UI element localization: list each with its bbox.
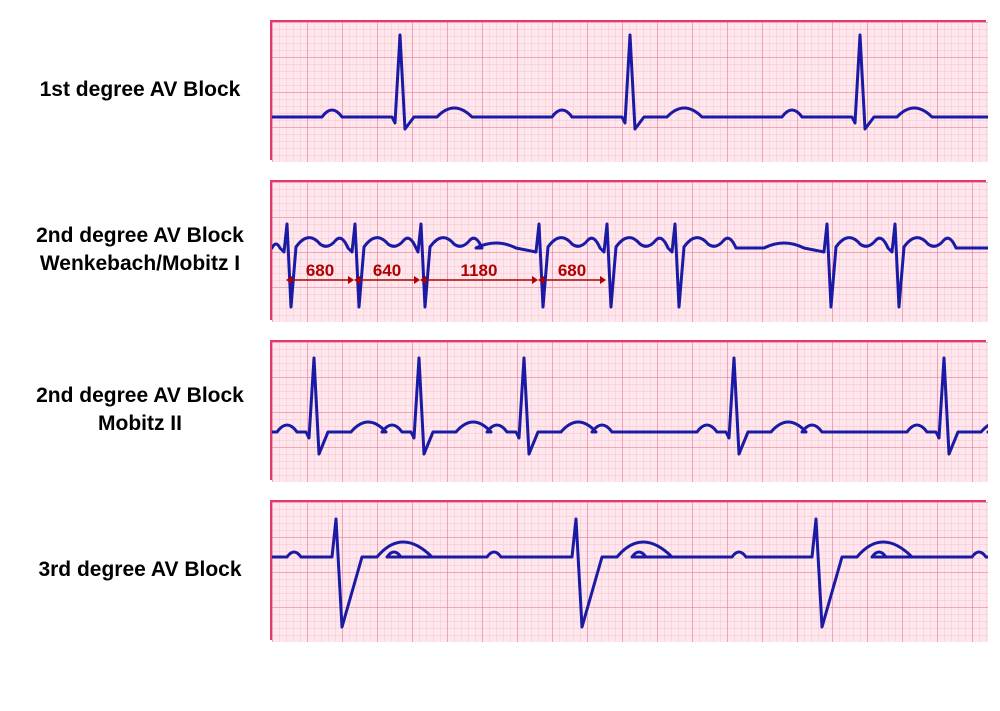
- interval-marker: 680: [538, 261, 606, 284]
- ecg-strip-first-degree: [270, 20, 986, 160]
- interval-marker: 680: [286, 261, 354, 284]
- label-first-degree: 1st degree AV Block: [10, 76, 270, 104]
- ecg-trace: [272, 35, 988, 129]
- row-first-degree: 1st degree AV Block: [10, 20, 990, 160]
- ecg-strip-wenkebach: 680 640 1180 680: [270, 180, 986, 320]
- label-wenkebach: 2nd degree AV BlockWenkebach/Mobitz I: [10, 222, 270, 279]
- ecg-strip-third-degree: [270, 500, 986, 640]
- row-mobitz2: 2nd degree AV BlockMobitz II: [10, 340, 990, 480]
- trace-svg: [272, 342, 988, 482]
- svg-text:680: 680: [558, 261, 586, 280]
- ecg-trace: [272, 519, 988, 627]
- trace-svg: [272, 502, 988, 642]
- row-third-degree: 3rd degree AV Block: [10, 500, 990, 640]
- interval-marker: 1180: [420, 261, 538, 284]
- svg-text:680: 680: [306, 261, 334, 280]
- svg-text:1180: 1180: [461, 261, 498, 280]
- av-block-chart-container: 1st degree AV Block 2nd degree AV BlockW…: [10, 20, 990, 640]
- svg-text:640: 640: [373, 261, 401, 280]
- row-wenkebach: 2nd degree AV BlockWenkebach/Mobitz I 68…: [10, 180, 990, 320]
- ecg-strip-mobitz2: [270, 340, 986, 480]
- trace-svg: [272, 22, 988, 162]
- label-third-degree: 3rd degree AV Block: [10, 556, 270, 584]
- ecg-trace: [272, 358, 988, 454]
- trace-svg: 680 640 1180 680: [272, 182, 988, 322]
- label-mobitz2: 2nd degree AV BlockMobitz II: [10, 382, 270, 439]
